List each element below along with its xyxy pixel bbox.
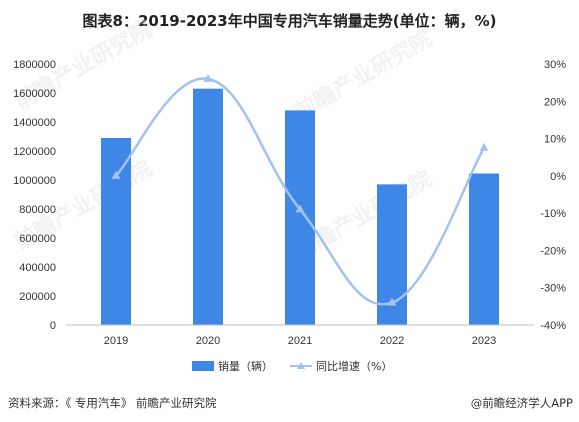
legend-line-label: 同比增速（%） bbox=[316, 359, 392, 373]
x-tick-label: 2023 bbox=[472, 335, 496, 347]
bar-2020 bbox=[193, 88, 223, 326]
bar-2023 bbox=[469, 173, 499, 325]
line-group bbox=[111, 73, 489, 306]
y-right-tick-label: 20% bbox=[544, 96, 566, 108]
x-tick-label: 2021 bbox=[288, 335, 312, 347]
y-left-tick-label: 600000 bbox=[19, 233, 56, 245]
bars-group bbox=[101, 88, 499, 326]
y-left-tick-label: 200000 bbox=[19, 291, 56, 303]
legend: 销量（辆） 同比增速（%） bbox=[192, 359, 392, 373]
chart-title: 图表8：2019-2023年中国专用汽车销量走势(单位：辆，%) bbox=[82, 12, 497, 30]
x-tick-label: 2019 bbox=[104, 335, 128, 347]
legend-line-marker bbox=[297, 362, 305, 369]
y-right-tick-label: 0% bbox=[550, 171, 566, 183]
source-note: 资料来源：《 专用汽车》 前瞻产业研究院 bbox=[8, 396, 217, 410]
y-right-tick-label: 30% bbox=[544, 59, 566, 71]
y-left-tick-label: 1000000 bbox=[13, 175, 56, 187]
y-left-tick-label: 1600000 bbox=[13, 88, 56, 100]
brand-credit: @前瞻经济学人APP bbox=[470, 396, 573, 410]
y-left-ticks: 0 200000 400000 600000 800000 1000000 1200000 1… bbox=[13, 59, 56, 332]
y-left-tick-label: 1800000 bbox=[13, 59, 56, 71]
y-left-tick-label: 1400000 bbox=[13, 117, 56, 129]
bar-2021 bbox=[285, 110, 315, 326]
y-right-ticks: -40% -30% -20% -10% 0% 10% 20% 30% bbox=[540, 59, 566, 332]
y-right-tick-label: -30% bbox=[540, 283, 566, 295]
growth-point-2023 bbox=[479, 142, 489, 151]
y-right-tick-label: -40% bbox=[540, 320, 566, 332]
growth-point-2021 bbox=[295, 204, 305, 213]
y-right-tick-label: -20% bbox=[540, 245, 566, 257]
growth-point-2022 bbox=[387, 297, 397, 306]
y-left-tick-label: 400000 bbox=[19, 262, 56, 274]
y-left-tick-label: 1200000 bbox=[13, 146, 56, 158]
y-left-tick-label: 0 bbox=[50, 320, 56, 332]
x-tick-label: 2020 bbox=[196, 335, 220, 347]
y-right-tick-label: 10% bbox=[544, 134, 566, 146]
y-left-tick-label: 800000 bbox=[19, 204, 56, 216]
legend-bar-label: 销量（辆） bbox=[218, 359, 273, 373]
growth-point-2019 bbox=[111, 170, 121, 179]
x-ticks: 2019 2020 2021 2022 2023 bbox=[104, 335, 496, 347]
growth-point-2020 bbox=[203, 73, 213, 82]
x-tick-label: 2022 bbox=[380, 335, 404, 347]
y-right-tick-label: -10% bbox=[540, 208, 566, 220]
legend-bar-swatch bbox=[192, 361, 214, 371]
watermark-text: 前瞻产业研究院 bbox=[290, 26, 436, 126]
bar-2019 bbox=[101, 137, 131, 325]
